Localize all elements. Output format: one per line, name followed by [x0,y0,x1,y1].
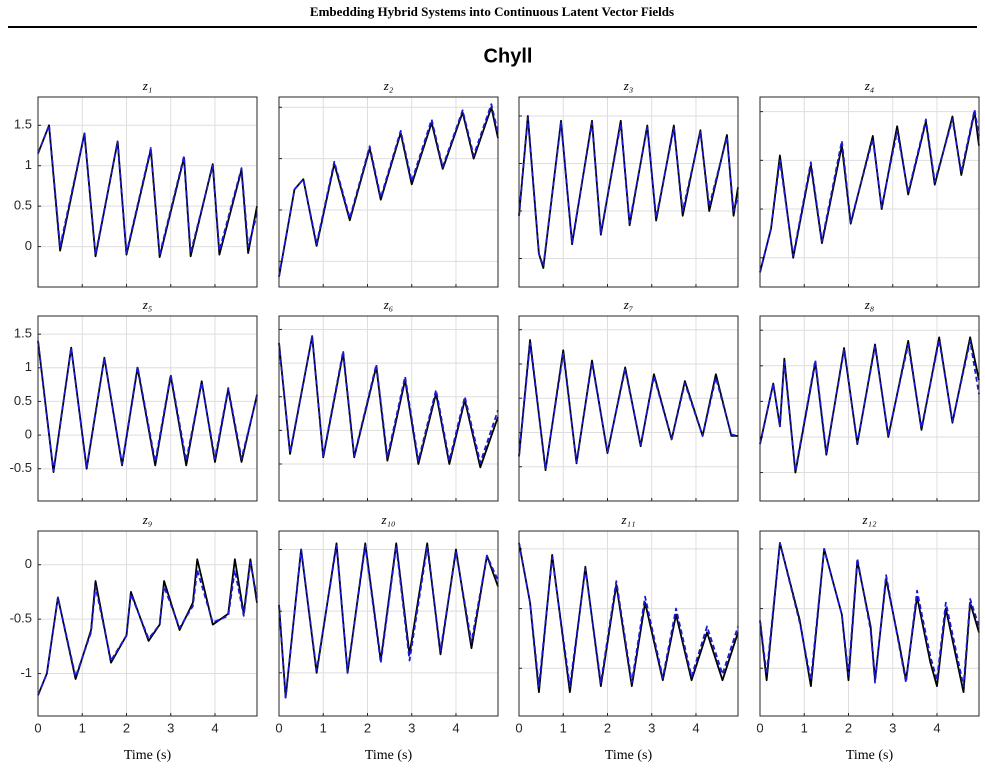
subplot-title: z₃ [623,78,634,93]
x-axis-label: Time (s) [846,748,894,763]
series-line [278,335,499,469]
series-line [278,103,499,277]
axes-box [759,315,980,502]
plot-area [279,316,498,501]
y-tick-label: 0 [25,556,32,571]
x-tick-label: 2 [123,720,130,735]
subplot-title: z₁₂ [861,512,877,527]
plot-area [519,316,738,501]
axes-box [518,96,739,288]
series-line [759,542,980,688]
axes-box [278,315,499,502]
series-line [518,342,739,470]
y-tick-label: -1 [20,665,32,680]
axes-box [37,315,258,502]
x-tick-label: 4 [933,720,940,735]
y-tick-label: 1.5 [14,117,32,132]
plot-area [760,97,979,287]
y-tick-label: -0.5 [10,460,32,475]
x-tick-label: 2 [845,720,852,735]
axes-box [518,315,739,502]
x-tick-label: 2 [364,720,371,735]
x-tick-label: 3 [889,720,896,735]
plot-area [38,97,257,287]
x-tick-label: 2 [604,720,611,735]
subplot-title: z₇ [623,297,634,312]
series-line [759,339,980,473]
series-line [759,108,980,273]
plot-area [38,316,257,501]
axes-box [278,96,499,288]
series-line [278,335,499,464]
x-tick-label: 3 [167,720,174,735]
subplot-title: z₁ [142,78,153,93]
x-tick-label: 0 [756,720,763,735]
subplot-title: z₅ [142,297,153,312]
axes-box [278,530,499,717]
y-tick-label: 0 [25,427,32,442]
series-line [278,542,499,699]
plot-area [279,97,498,287]
axes-box [37,96,258,288]
figure-title: Chyll [484,45,533,67]
x-tick-label: 1 [79,720,86,735]
y-tick-label: 0.5 [14,393,32,408]
series-line [278,544,499,699]
x-tick-label: 3 [648,720,655,735]
subplot-title: z₆ [383,297,394,312]
y-tick-label: 1 [25,157,32,172]
series-line [37,124,258,256]
plot-area [519,97,738,287]
subplot-title: z₁₁ [620,512,635,527]
x-tick-label: 0 [275,720,282,735]
subplot-title: z₂ [383,78,394,93]
y-tick-label: 1.5 [14,326,32,341]
x-axis-label: Time (s) [365,748,413,763]
plot-area [38,531,257,716]
y-tick-label: 0.5 [14,198,32,213]
x-axis-label: Time (s) [605,748,653,763]
y-tick-label: 1 [25,359,32,374]
y-tick-label: 0 [25,238,32,253]
x-tick-label: 1 [320,720,327,735]
series-line [37,340,258,472]
series-line [518,117,739,267]
subplot-title: z₈ [864,297,875,312]
axes-box [759,530,980,717]
series-line [518,115,739,269]
subplot-title: z₄ [864,78,875,93]
x-tick-label: 3 [408,720,415,735]
axes-box [759,96,980,288]
plot-area [760,316,979,501]
plot-area [279,531,498,716]
series-line [518,542,739,688]
subplot-title: z₉ [142,512,153,527]
axes-box [518,530,739,717]
x-tick-label: 4 [452,720,459,735]
plot-area [519,531,738,716]
x-tick-label: 0 [34,720,41,735]
x-tick-label: 1 [801,720,808,735]
x-axis-label: Time (s) [124,748,172,763]
axes-box [37,530,258,717]
subplot-title: z₁₀ [380,512,395,527]
x-tick-label: 0 [515,720,522,735]
x-tick-label: 1 [560,720,567,735]
x-tick-label: 4 [692,720,699,735]
x-tick-label: 4 [211,720,218,735]
y-tick-label: -0.5 [10,611,32,626]
paper-header: Embedding Hybrid Systems into Continuous… [310,4,674,19]
